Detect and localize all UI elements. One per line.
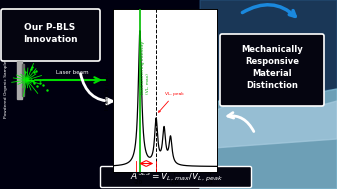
Text: Laser beam: Laser beam (56, 70, 88, 75)
Text: Innovation: Innovation (23, 36, 77, 44)
Polygon shape (200, 81, 337, 189)
Text: Distinction: Distinction (246, 81, 298, 90)
Bar (22, 64, 24, 96)
Text: VL, peak: VL, peak (159, 92, 184, 112)
Text: Powdered Organic Sample: Powdered Organic Sample (4, 60, 8, 118)
Polygon shape (200, 94, 337, 149)
FancyBboxPatch shape (1, 9, 100, 61)
Text: Backscattering intensity
(VL, max): Backscattering intensity (VL, max) (141, 41, 150, 94)
FancyBboxPatch shape (100, 167, 251, 187)
Text: Responsive: Responsive (245, 57, 299, 66)
Y-axis label: Intensity (a.u.): Intensity (a.u.) (105, 71, 110, 110)
Text: $A^{BLS} = V_{L,\, max}/ V_{L,\, peak}$: $A^{BLS} = V_{L,\, max}/ V_{L,\, peak}$ (129, 170, 222, 184)
Text: Our P-BLS: Our P-BLS (24, 22, 75, 32)
Text: Mechanically: Mechanically (241, 44, 303, 53)
Bar (17, 61, 22, 99)
Bar (200, 0, 337, 189)
Polygon shape (200, 0, 337, 104)
FancyBboxPatch shape (220, 34, 324, 106)
Text: Material: Material (252, 68, 292, 77)
